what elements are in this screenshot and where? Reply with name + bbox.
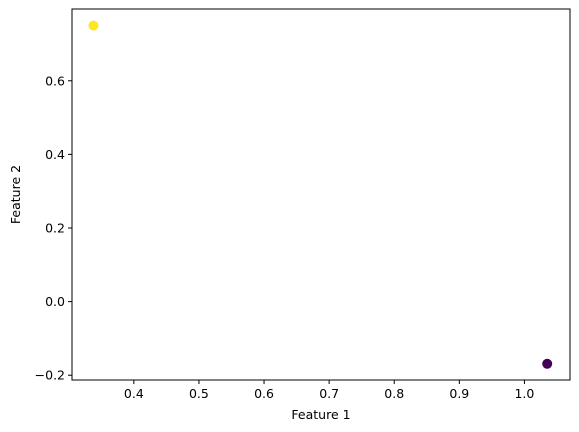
x-tick-label: 0.5	[189, 386, 209, 401]
x-tick-label: 0.8	[384, 386, 404, 401]
scatter-point-2	[542, 358, 553, 369]
x-axis-label: Feature 1	[291, 407, 350, 422]
y-tick-label: 0.6	[45, 73, 65, 88]
y-tick-label: −0.2	[35, 368, 65, 383]
scatter-point-1	[88, 20, 99, 31]
y-axis-ticks: −0.2 0.0 0.2 0.4 0.6	[35, 73, 72, 383]
y-tick-label: 0.2	[45, 220, 65, 235]
x-tick-label: 0.4	[124, 386, 144, 401]
x-tick-label: 0.7	[319, 386, 339, 401]
data-points	[88, 20, 553, 369]
x-tick-label: 0.9	[449, 386, 469, 401]
plot-area	[71, 8, 571, 381]
y-axis-label: Feature 2	[8, 165, 23, 224]
x-axis-ticks: 0.4 0.5 0.6 0.7 0.8 0.9 1.0	[124, 380, 534, 401]
x-tick-label: 0.6	[254, 386, 274, 401]
x-tick-label: 1.0	[514, 386, 534, 401]
y-tick-label: 0.4	[45, 147, 65, 162]
y-tick-label: 0.0	[45, 294, 65, 309]
